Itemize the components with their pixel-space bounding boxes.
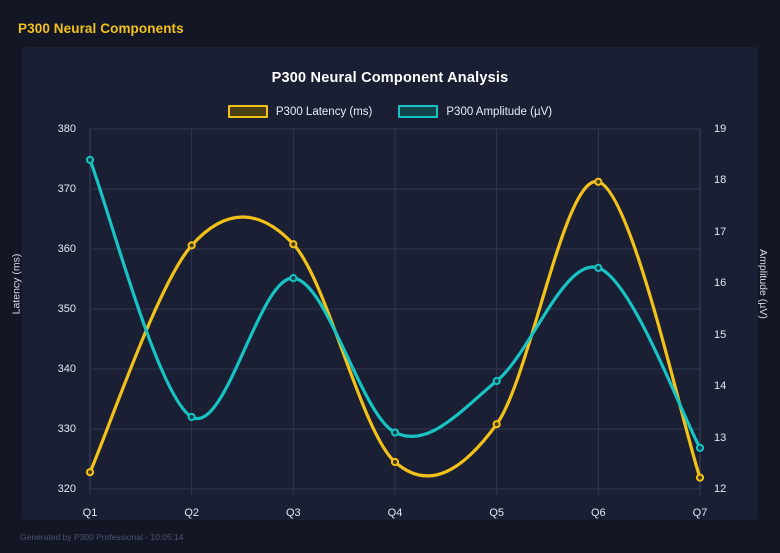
x-axis-tick: Q6	[590, 507, 606, 519]
legend-item[interactable]: P300 Latency (ms)	[227, 105, 373, 118]
y-axis-left-tick: 330	[57, 423, 76, 435]
data-point-marker[interactable]	[492, 376, 501, 386]
y-axis-left-tick: 320	[57, 483, 76, 495]
y-axis-right-tick: 16	[714, 277, 727, 290]
data-point-marker[interactable]	[594, 177, 603, 186]
data-point-marker[interactable]	[289, 240, 298, 249]
data-point-marker[interactable]	[390, 428, 400, 437]
legend-label: P300 Latency (ms)	[275, 105, 373, 118]
legend-swatch-icon	[227, 105, 268, 118]
y-axis-right-tick: 14	[714, 380, 727, 393]
y-axis-left-tick: 380	[57, 123, 76, 135]
data-point-marker[interactable]	[695, 473, 705, 482]
x-axis-tick: Q1	[82, 507, 98, 519]
y-axis-right-tick: 17	[714, 225, 727, 238]
page-title: P300 Neural Components	[18, 21, 184, 36]
chart-svg	[85, 128, 705, 495]
y-axis-right-tick: 15	[714, 328, 727, 341]
chart-legend: P300 Latency (ms) P300 Amplitude (µV)	[22, 105, 758, 118]
x-axis-tick: Q5	[489, 507, 504, 519]
y-axis-left-tick: 350	[57, 303, 76, 315]
x-axis-tick: Q2	[184, 507, 199, 519]
data-point-marker[interactable]	[289, 274, 298, 283]
y-axis-right-tick: 12	[714, 483, 727, 495]
data-point-marker[interactable]	[594, 263, 603, 272]
x-axis-tick: Q7	[692, 507, 708, 519]
footer-note: Generated by P300 Professional - 10:05:1…	[20, 532, 184, 542]
data-point-marker[interactable]	[187, 241, 196, 250]
data-point-marker[interactable]	[695, 443, 705, 452]
legend-item[interactable]: P300 Amplitude (µV)	[398, 105, 552, 118]
y-axis-left-title: Latency (ms)	[10, 253, 23, 314]
y-axis-right-tick: 13	[714, 431, 727, 444]
data-point-marker[interactable]	[492, 420, 501, 429]
chart-title: P300 Neural Component Analysis	[271, 70, 509, 86]
data-point-marker[interactable]	[85, 468, 95, 477]
legend-swatch-icon	[398, 105, 439, 118]
data-point-marker[interactable]	[85, 155, 95, 164]
data-point-marker[interactable]	[390, 457, 400, 467]
y-axis-right-title: Amplitude (µV)	[757, 248, 770, 319]
y-axis-right-tick: 19	[714, 123, 727, 135]
y-axis-right-tick: 18	[714, 174, 727, 187]
plot-area: Latency (ms) Amplitude (µV) 320 330 340 350…	[10, 47, 769, 520]
x-axis-tick: Q4	[387, 507, 403, 519]
data-point-marker[interactable]	[187, 412, 196, 422]
y-axis-left-tick: 360	[57, 243, 76, 255]
x-axis-tick: Q3	[285, 507, 301, 519]
legend-label: P300 Amplitude (µV)	[446, 105, 553, 118]
chart-panel: P300 Neural Component Analysis P300 Late…	[10, 47, 769, 520]
y-axis-left-tick: 370	[57, 183, 76, 195]
y-axis-left-tick: 340	[57, 363, 76, 375]
